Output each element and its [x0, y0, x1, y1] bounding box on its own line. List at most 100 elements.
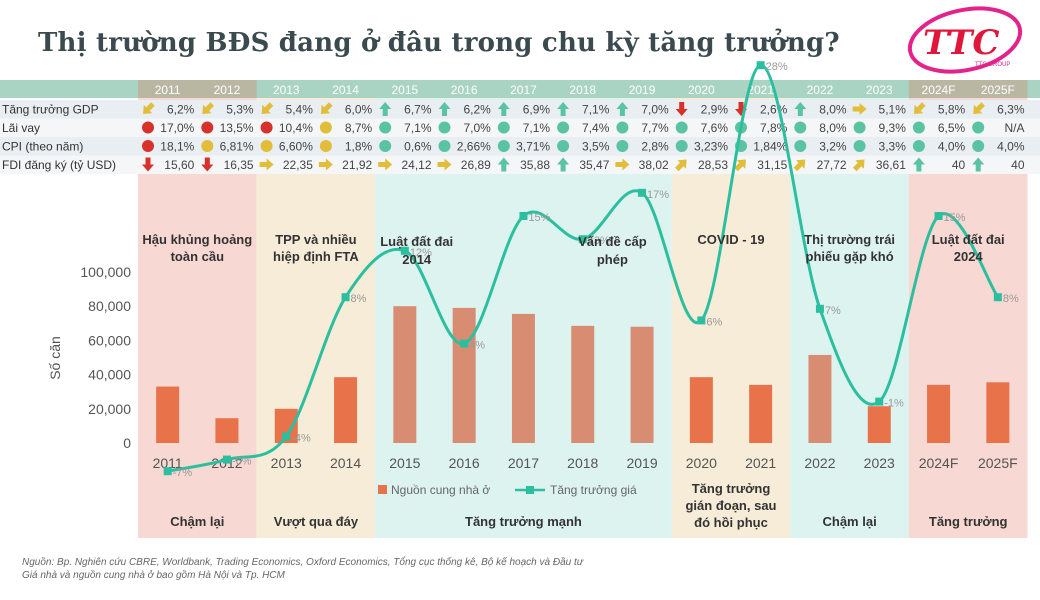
- year-header-label: 2020: [688, 83, 715, 97]
- legend: Nguồn cung nhà ở Tăng trưởng giá: [378, 483, 637, 497]
- indicator-row: [0, 155, 1040, 174]
- indicator-value: 16,35: [224, 158, 254, 172]
- year-header-label: 2025F: [981, 83, 1015, 97]
- event-label: phép: [597, 252, 628, 267]
- green-dot-icon: [438, 140, 451, 152]
- green-dot-icon: [379, 140, 392, 152]
- line-point-2017: [519, 212, 528, 220]
- phase-top-label: hiệp định FTA: [273, 249, 359, 264]
- line-data-label: -7%: [173, 467, 193, 479]
- phase-bottom-label: Vượt qua đáy: [274, 514, 359, 529]
- line-point-2023: [875, 397, 884, 406]
- yellow-down-arrow-icon: [320, 102, 333, 114]
- indicator-value: 7,0%: [641, 103, 669, 117]
- line-data-label: -1%: [884, 398, 904, 410]
- indicator-value: 0,6%: [404, 140, 432, 154]
- indicator-value: 6,2%: [463, 103, 491, 117]
- green-dot-icon: [438, 121, 451, 134]
- y-tick-label: 80,000: [88, 298, 131, 314]
- indicator-label: CPI (theo năm): [2, 140, 83, 154]
- line-data-label: 28%: [766, 61, 788, 73]
- yellow-dot-icon: [260, 140, 273, 152]
- logo-subtext: TTC GROUP: [975, 62, 1010, 68]
- bar-2023: [867, 406, 891, 443]
- bar-2025F: [986, 382, 1010, 443]
- line-point-2022: [815, 304, 824, 313]
- indicator-value: 8,0%: [819, 121, 847, 135]
- line-data-label: -4%: [291, 432, 311, 444]
- green-dot-icon: [972, 140, 985, 152]
- phase-bottom-label: Tăng trưởng: [692, 481, 771, 496]
- line-data-label: 7%: [825, 305, 841, 317]
- y-axis-label: Số căn: [47, 336, 63, 380]
- green-dot-icon: [675, 140, 688, 152]
- legend-bar-label: Nguồn cung nhà ở: [391, 483, 490, 497]
- bar-2017: [511, 313, 535, 443]
- indicator-value: 38,02: [639, 158, 669, 172]
- green-up-arrow-icon: [557, 102, 570, 116]
- indicator-value: 10,4%: [279, 121, 313, 135]
- green-dot-icon: [794, 140, 807, 152]
- red-dot-icon: [142, 121, 154, 134]
- indicator-value: 6,5%: [938, 121, 966, 135]
- indicator-value: 31,15: [757, 158, 787, 172]
- indicator-value: 7,4%: [582, 121, 610, 135]
- indicator-value: N/A: [1004, 121, 1024, 135]
- yellow-up-arrow-icon: [793, 159, 806, 172]
- indicator-value: 28,53: [698, 158, 728, 172]
- bar-2015: [393, 306, 417, 443]
- indicator-value: 3,2%: [819, 140, 847, 154]
- line-point-2020: [697, 316, 706, 325]
- indicator-value: 7,1%: [404, 121, 432, 135]
- indicator-value: 7,0%: [463, 121, 491, 135]
- red-dot-icon: [260, 121, 273, 134]
- ttc-logo: TTC TTC GROUP: [907, 6, 1023, 74]
- phase-top-label: Hậu khủng hoảng: [142, 232, 252, 247]
- x-tick-label: 2024F: [919, 455, 959, 471]
- indicator-value: 9,3%: [879, 121, 907, 135]
- line-point-2019: [638, 188, 647, 197]
- yellow-up-arrow-icon: [734, 159, 746, 172]
- red-dot-icon: [142, 140, 154, 152]
- indicator-value: 13,5%: [220, 121, 254, 135]
- year-header-label: 2023: [866, 83, 893, 97]
- year-header-label: 2016: [451, 83, 478, 97]
- bar-2024F: [927, 384, 951, 443]
- line-data-label: 12%: [410, 247, 432, 259]
- indicator-value: 40: [952, 158, 966, 172]
- line-point-2011: [163, 467, 172, 476]
- year-header-label: 2019: [629, 83, 656, 97]
- bar-2019: [630, 326, 654, 443]
- green-dot-icon: [616, 121, 629, 134]
- indicator-value: 4,0%: [938, 140, 966, 154]
- x-tick-label: 2011: [153, 455, 183, 471]
- x-tick-label: 2021: [745, 455, 776, 471]
- source-note: Nguồn: Bp. Nghiên cứu CBRE, Worldbank, T…: [22, 556, 583, 582]
- red-down-arrow-icon: [142, 157, 154, 172]
- green-dot-icon: [853, 140, 866, 152]
- indicator-value: 5,8%: [938, 103, 966, 117]
- indicator-value: 1,8%: [345, 140, 373, 154]
- y-tick-label: 20,000: [88, 401, 131, 417]
- phase-top-label: toàn cầu: [171, 249, 225, 264]
- line-data-label: 15%: [944, 212, 966, 224]
- green-dot-icon: [675, 121, 688, 134]
- x-tick-label: 2018: [567, 455, 598, 471]
- x-tick-label: 2015: [389, 455, 420, 471]
- year-header-segment: [908, 80, 1028, 98]
- indicator-value: 4,0%: [997, 140, 1025, 154]
- year-header-label: 2015: [391, 83, 418, 97]
- indicator-value: 2,66%: [457, 140, 491, 154]
- line-point-2025F: [993, 293, 1002, 302]
- indicator-value: 2,6%: [760, 103, 788, 117]
- indicator-value: 6,2%: [167, 103, 195, 117]
- indicator-value: 15,60: [164, 158, 194, 172]
- yellow-dot-icon: [201, 140, 214, 152]
- y-tick-label: 40,000: [88, 367, 131, 383]
- chart-area: 2011 2012 2013 2014 2015 2016 2017 2018 2019 2020…: [0, 61, 1040, 538]
- indicator-value: 27,72: [817, 158, 847, 172]
- indicator-value: 3,5%: [582, 140, 610, 154]
- phase-bottom-label: Tăng trưởng mạnh: [465, 514, 582, 529]
- line-data-label: 6%: [706, 316, 722, 328]
- x-tick-label: 2020: [686, 455, 717, 471]
